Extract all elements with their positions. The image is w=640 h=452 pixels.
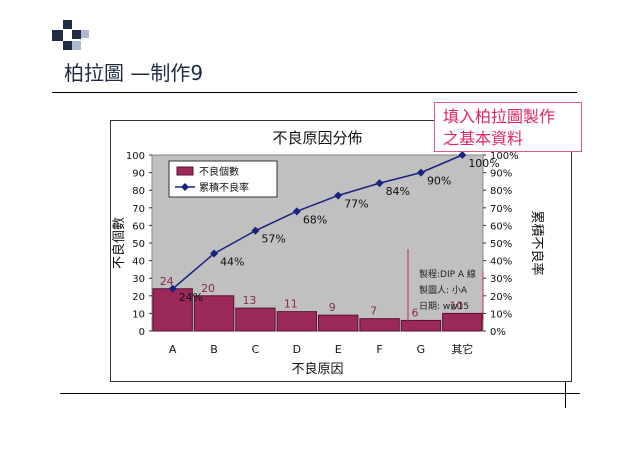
x-tick-label: C [252,343,260,356]
legend-line-marker [181,183,189,191]
decor-square [63,41,72,50]
bar-value-label: 9 [329,301,336,314]
callout-box: 填入柏拉圖製作 之基本資料 [434,102,582,152]
decor-square [72,41,81,50]
line-point [334,191,343,200]
bar-value-label: 7 [370,305,377,318]
line-value-label: 68% [303,213,327,226]
line-value-label: 90% [427,175,451,188]
y-tick-label: 10 [132,309,145,320]
bar [152,288,193,332]
y2-tick-label: 60% [490,221,512,232]
line-point [375,179,384,188]
bar [318,314,359,332]
line-value-label: 44% [220,256,244,269]
pareto-chart: 不良原因分佈 0 10 20 30 40 50 60 70 80 90 100 0% 10% 20% 30% 4… [111,129,545,377]
line-value-label: 100% [468,157,499,170]
y-tick-label: 100 [126,151,145,162]
chart-frame: 不良原因分佈 0 10 20 30 40 50 60 70 80 90 100 0% 10% 20% 30% 4… [110,120,572,382]
line-point [210,249,219,258]
x-tick-label: F [376,343,382,356]
x-tick-label: E [335,343,342,356]
legend-line-label: 累積不良率 [199,181,249,194]
y2-tick-label: 50% [490,239,512,250]
y2-tick-label: 40% [490,257,512,268]
bar-value-label: 10 [449,299,463,312]
x-tick-label: G [417,343,426,356]
bar [276,311,317,332]
bottom-rule [60,393,580,394]
y2-tick-label: 10% [490,309,512,320]
x-tick-label: A [169,343,177,356]
decor-square [81,30,89,38]
line-point [416,168,425,177]
y-tick-label: 80 [132,186,145,197]
x-tick-label: D [293,343,301,356]
x-axis-label: 不良原因 [291,361,343,377]
y-tick-label: 30 [132,274,145,285]
line-value-label: 77% [344,197,368,210]
bar [235,307,276,332]
line-value-label: 24% [179,291,203,304]
y-tick-label: 70 [132,204,145,215]
line-point [458,151,467,159]
bar [193,295,235,332]
bar-value-label: 13 [242,294,256,307]
y2-tick-label: 90% [490,169,512,180]
y2-tick-label: 70% [490,204,512,215]
callout-line-2: 之基本資料 [443,129,524,148]
y2-axis-label: 累積不良率 [529,210,545,275]
y-tick-label: 90 [132,169,145,180]
decor-square [63,20,72,29]
chart-title: 不良原因分佈 [272,129,362,147]
y2-tick-label: 30% [490,274,512,285]
annotation-line: 製程:DIP A 線 [419,268,476,280]
y-tick-label: 60 [132,221,145,232]
bar-value-label: 24 [160,275,174,288]
line-value-label: 57% [261,233,285,246]
slide-title: 柏拉圖 —制作9 [64,61,204,85]
x-tick-label: B [210,343,218,356]
y2-tick-label: 20% [490,292,512,303]
x-tick-label: 其它 [451,342,473,356]
legend-bar-label: 不良個數 [199,165,239,178]
y-axis-label: 不良個數 [111,217,127,269]
callout-line-1: 填入柏拉圖製作 [443,107,556,126]
y2-tick-label: 100% [490,151,519,162]
y-tick-label: 20 [132,292,145,303]
decor-square [72,30,81,39]
line-point [168,284,177,293]
line-value-label: 84% [386,185,410,198]
cumulative-line [172,154,463,290]
vertical-rule [565,360,566,408]
y-tick-label: 50 [132,239,145,250]
bar [359,318,400,332]
legend-bar-swatch [176,166,194,176]
title-rule [52,92,577,93]
annotation-line: 日期: ww15 [419,301,469,312]
bar-value-label: 11 [284,298,298,311]
y2-tick-label: 0% [490,327,506,338]
line-point [292,207,301,216]
decor-square [52,30,63,41]
annotation-line: 製圖人: 小A [419,284,468,296]
line-point [251,226,260,235]
bar [400,319,442,332]
y-tick-label: 0 [139,327,145,338]
bar-value-label: 20 [201,282,215,295]
y2-tick-label: 80% [490,186,512,197]
bar [442,312,483,332]
y-tick-label: 40 [132,257,145,268]
bar-value-label: 6 [411,306,418,319]
